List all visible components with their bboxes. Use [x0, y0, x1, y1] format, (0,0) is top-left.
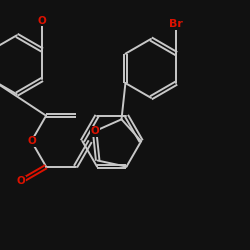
Text: O: O [16, 176, 25, 186]
Text: O: O [27, 136, 36, 146]
Text: Br: Br [170, 19, 183, 29]
Text: O: O [90, 126, 99, 136]
Text: O: O [38, 16, 46, 26]
